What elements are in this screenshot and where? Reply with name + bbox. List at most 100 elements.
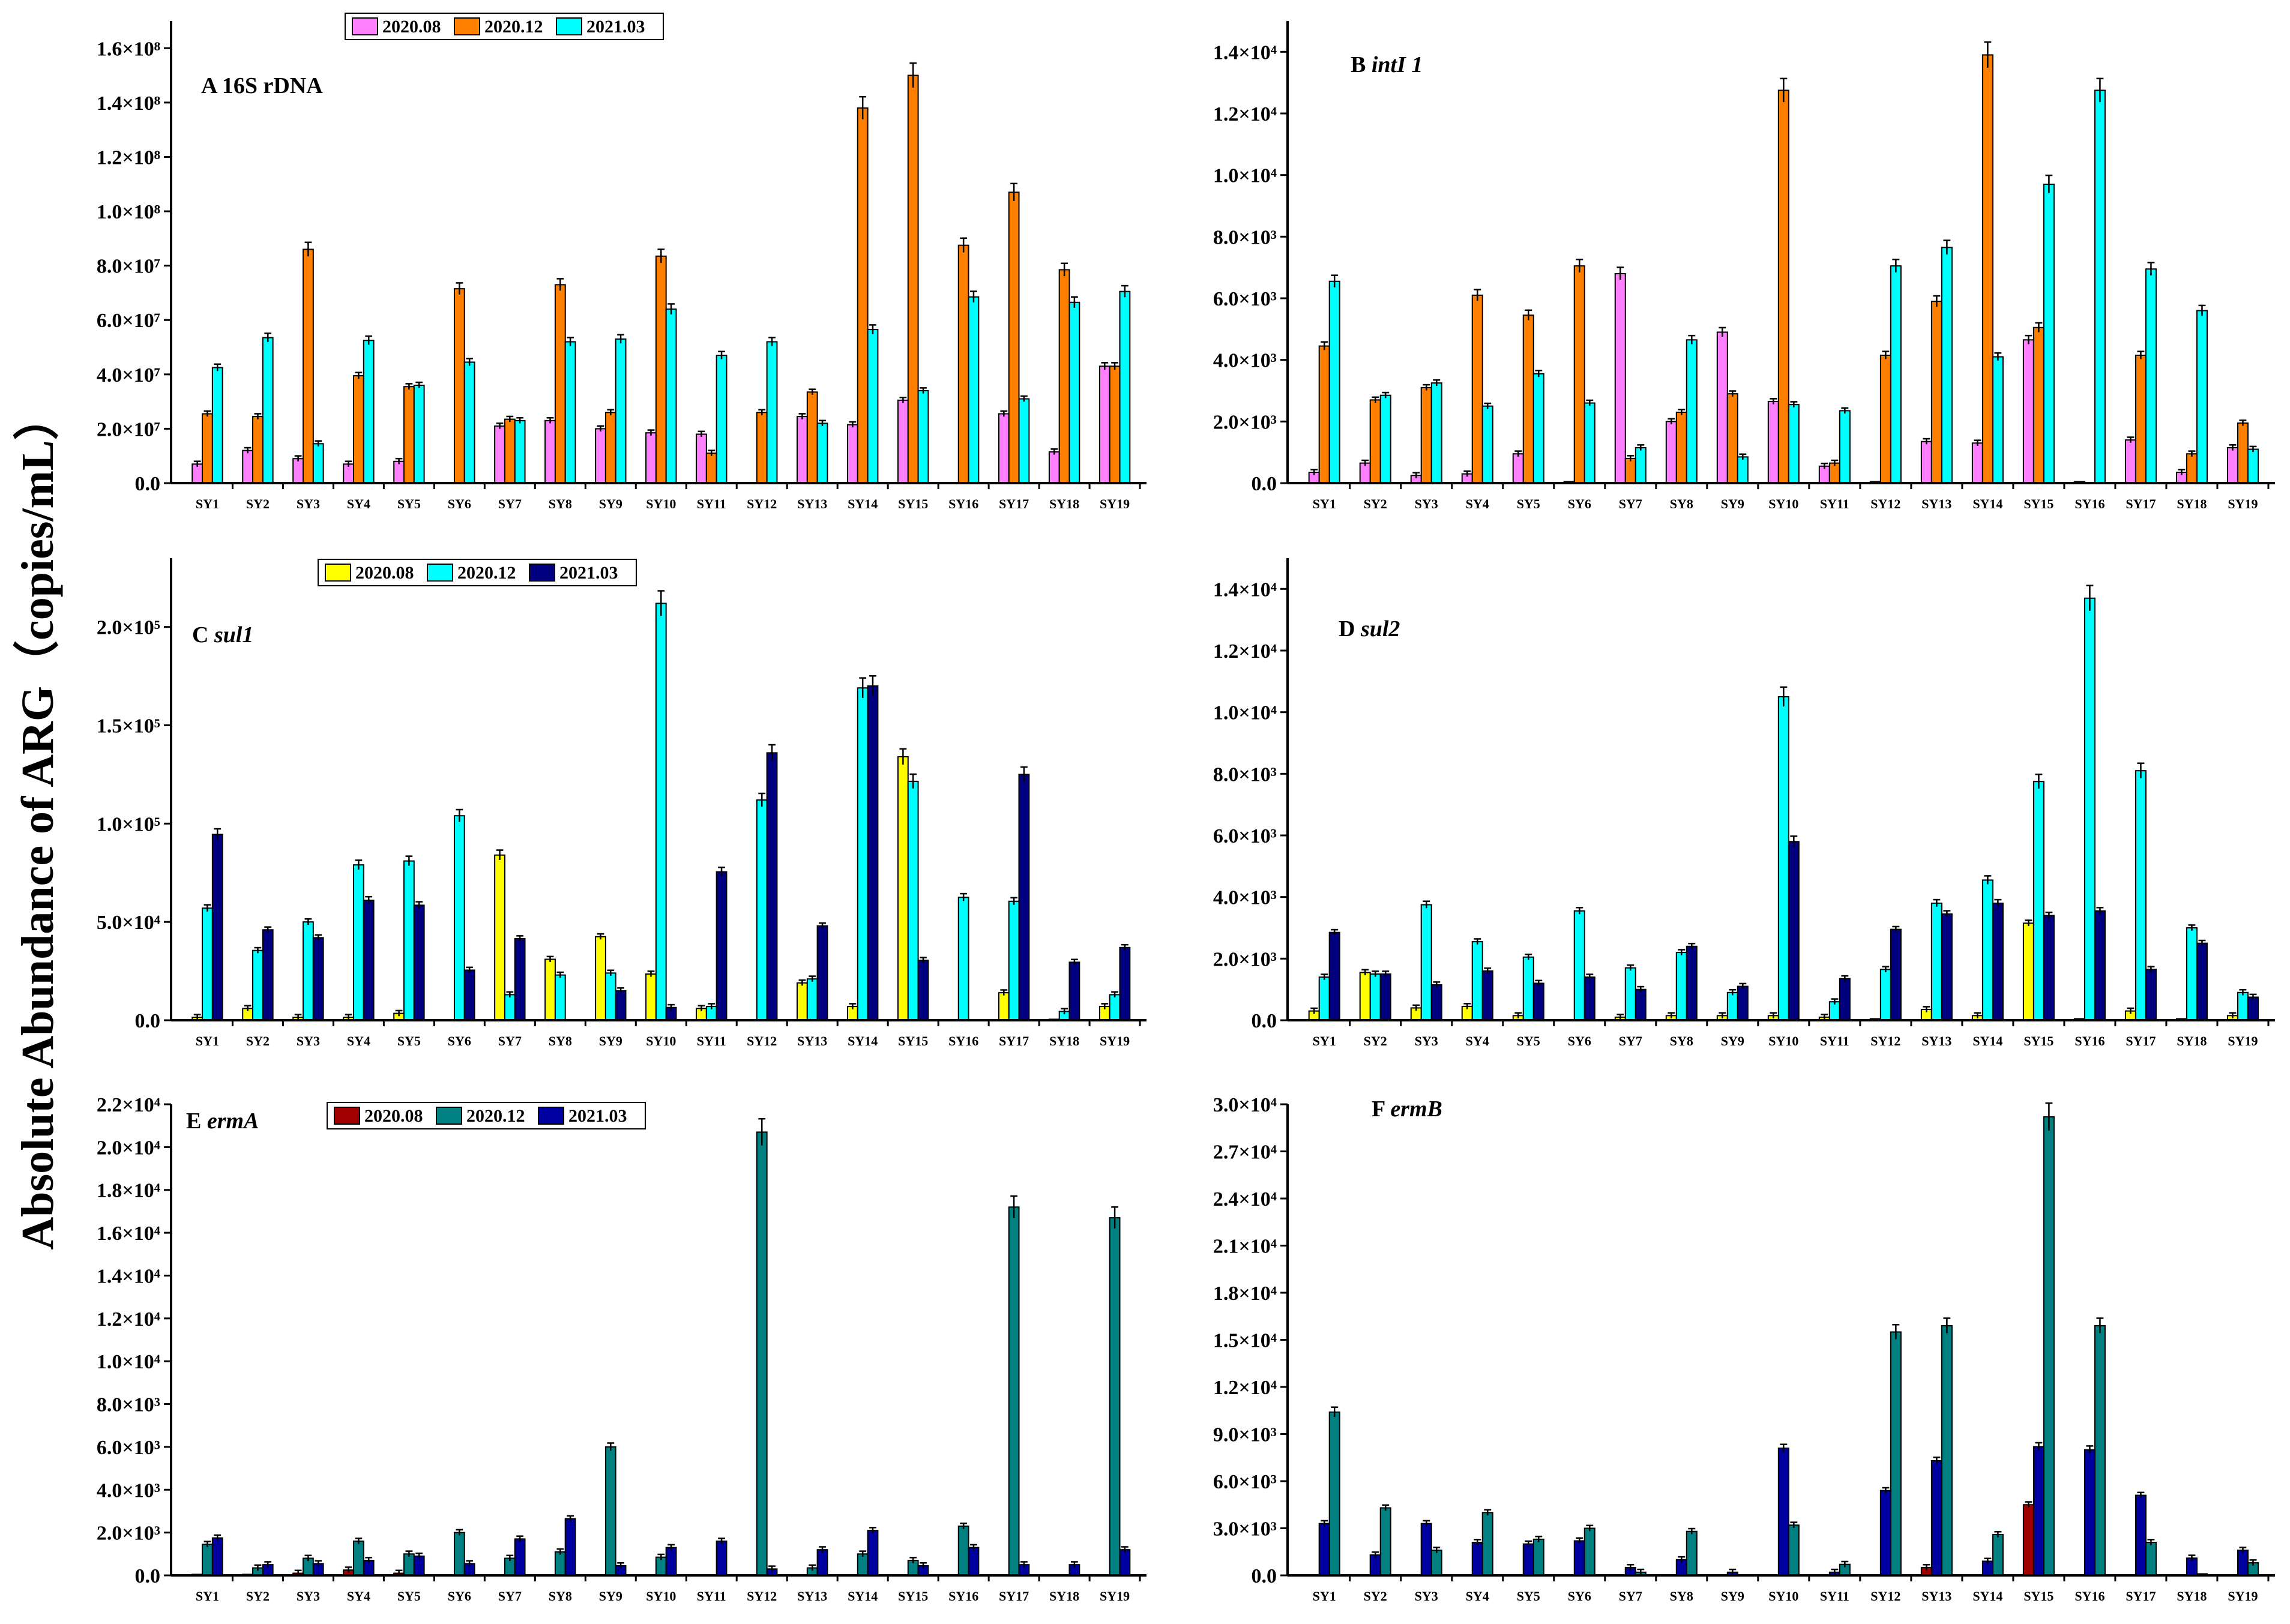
y-tick-label: 2.0×10³: [97, 1523, 160, 1545]
bar: [1379, 394, 1391, 484]
bar: [1471, 1542, 1483, 1577]
bar: [867, 685, 879, 1021]
bar: [1788, 841, 1800, 1021]
x-tick-label: SY15: [898, 1033, 928, 1048]
x-tick-label: SY2: [1364, 1589, 1387, 1604]
legend: 2020.08 2020.12 2021.03: [345, 13, 664, 40]
x-tick-label: SY10: [1768, 1589, 1798, 1604]
x-tick-label: SY18: [2177, 1589, 2207, 1604]
series-2020-12: [202, 590, 1121, 1021]
bar: [504, 994, 516, 1021]
series-2021-03: [1318, 1442, 2249, 1577]
bar: [1058, 269, 1070, 484]
x-tick-label: SY14: [848, 1589, 878, 1604]
x-tick-label: SY9: [599, 1589, 622, 1604]
bar: [262, 337, 274, 484]
bar: [2145, 268, 2157, 484]
bar: [897, 399, 909, 484]
bar: [1430, 1550, 1442, 1576]
bar: [1930, 902, 1942, 1021]
x-tick-label: SY10: [1768, 496, 1798, 511]
legend-swatch: [529, 564, 555, 582]
y-tick-label: 2.0×10³: [1213, 948, 1277, 970]
legend-label: 2020.08: [355, 563, 414, 583]
bar: [2022, 339, 2034, 484]
bar: [1532, 982, 1544, 1021]
y-tick-label: 1.0×10⁴: [97, 1351, 160, 1373]
y-tick-label: 1.2×10⁴: [1213, 1377, 1277, 1399]
bar: [1573, 265, 1585, 484]
bar: [917, 390, 929, 484]
bar: [1777, 89, 1789, 484]
panels: 0.0 2.0×10⁷ 4.0×10⁷ 6.0×10⁷ 8.0×10⁷ 1.0×10⁸ 1.…: [97, 13, 2275, 1604]
y-tick-label: 0.0: [135, 1565, 161, 1587]
bar: [957, 897, 969, 1021]
bar: [554, 284, 566, 484]
legend-swatch: [325, 564, 351, 582]
bar: [544, 958, 556, 1021]
y-tick-label: 1.8×10⁴: [97, 1180, 160, 1202]
bar: [655, 255, 667, 484]
bar: [1890, 928, 1902, 1021]
y-tick-label: 9.0×10³: [1213, 1424, 1277, 1446]
bar: [1573, 1540, 1585, 1577]
x-tick-label: SY3: [1415, 496, 1438, 511]
x-tick-label: SY18: [2177, 496, 2207, 511]
bar: [453, 288, 465, 484]
bar: [1890, 265, 1902, 484]
bar: [917, 960, 929, 1021]
bar: [1471, 294, 1483, 484]
y-tick-label: 1.4×10⁸: [97, 92, 160, 115]
series-2020-12: [1328, 1102, 2259, 1577]
y-tick-label: 1.2×10⁴: [1213, 640, 1277, 663]
x-tick-label: SY10: [646, 1033, 676, 1048]
bar: [2022, 1504, 2034, 1576]
bar: [403, 386, 415, 484]
x-tick-label: SY18: [1049, 1589, 1079, 1604]
bar: [1737, 456, 1749, 484]
bar: [1686, 339, 1698, 484]
x-tick-label: SY3: [1415, 1589, 1438, 1604]
x-tick-label: SY12: [1870, 496, 1900, 511]
bar: [998, 992, 1010, 1021]
panel-C: 0.0 5.0×10⁴ 1.0×10⁵ 1.5×10⁵ 2.0×10⁵ SY1 SY2 SY3…: [97, 558, 1147, 1048]
y-tick-label: 2.1×10⁴: [1213, 1236, 1277, 1258]
x-tick-label: SY19: [1100, 1033, 1130, 1048]
x-tick-label: SY13: [1921, 1589, 1951, 1604]
bar: [353, 375, 364, 484]
bar: [816, 1549, 828, 1577]
bar: [202, 1544, 213, 1577]
bar: [1992, 1533, 2004, 1576]
x-tick-label: SY5: [1517, 1033, 1540, 1048]
series-2021-03: [1328, 835, 2259, 1021]
legend: 2020.08 2020.12 2021.03: [318, 559, 637, 586]
y-tick-label: 8.0×10⁷: [97, 256, 160, 278]
x-tick-label: SY7: [1619, 1033, 1642, 1048]
bar: [393, 460, 405, 484]
bar: [2237, 422, 2249, 484]
x-tick-label: SY10: [646, 496, 676, 511]
bar: [1675, 411, 1687, 484]
bar: [1008, 191, 1020, 484]
y-tick-label: 1.5×10⁵: [97, 715, 160, 738]
series-2020-12: [202, 62, 1121, 484]
x-tick-label: SY2: [246, 1033, 270, 1048]
series-2020-12: [1318, 585, 2249, 1021]
bar: [1068, 301, 1080, 484]
bar: [1430, 984, 1442, 1021]
y-tick-label: 1.2×10⁴: [1213, 103, 1277, 125]
bar: [1420, 904, 1432, 1021]
bar: [312, 443, 324, 484]
bar: [1777, 696, 1789, 1021]
x-tick-label: SY9: [1721, 1033, 1744, 1048]
x-tick-label: SY1: [1313, 496, 1336, 511]
y-tick-label: 4.0×10⁷: [97, 364, 160, 386]
bar: [1890, 1331, 1902, 1577]
y-tick-label: 4.0×10³: [1213, 350, 1277, 372]
bar: [1369, 973, 1381, 1021]
bar: [1532, 373, 1544, 484]
panel-title-letter: A 16S rDNA: [201, 73, 323, 98]
x-tick-label: SY17: [999, 1033, 1029, 1048]
bar: [202, 413, 213, 484]
panel-title-gene: sul1: [214, 622, 253, 648]
